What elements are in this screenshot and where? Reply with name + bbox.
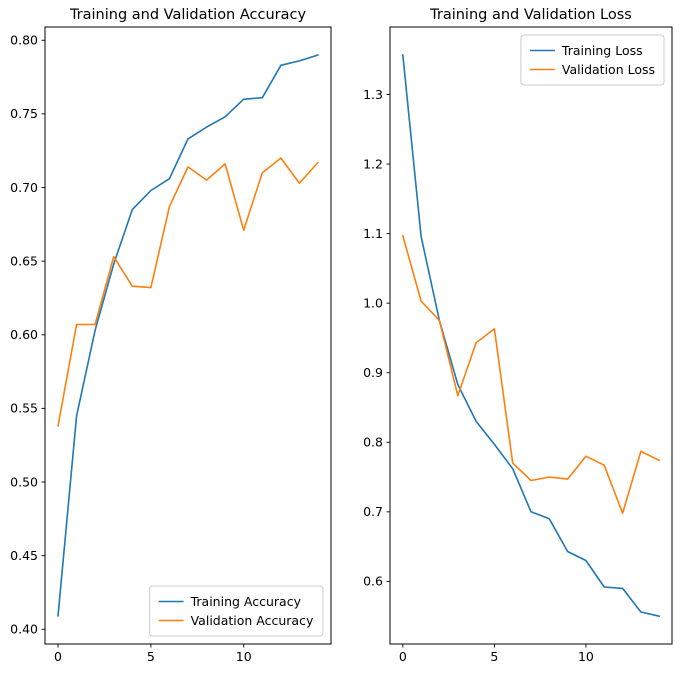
y-tick-label: 0.75 (10, 106, 38, 121)
y-tick-label: 1.2 (363, 156, 383, 171)
series-line-validation-accuracy (57, 157, 319, 427)
legend-label: Validation Accuracy (191, 613, 314, 628)
series-line-training-loss (401, 53, 661, 618)
y-tick-label: 0.80 (10, 33, 38, 48)
y-tick-label: 1.3 (363, 87, 383, 102)
chart-title-loss: Training and Validation Loss (430, 7, 632, 23)
x-tick-label: 0 (399, 649, 407, 664)
x-tick-label: 0 (54, 649, 62, 664)
legend-label: Training Accuracy (190, 594, 302, 609)
x-tick-label: 5 (490, 649, 498, 664)
y-tick-label: 0.50 (10, 474, 38, 489)
axes-0: 0.40 0.45 0.50 0.55 0.60 0.65 0.70 0.75 0.80 0 5 10… (10, 26, 332, 664)
y-tick-label: 0.45 (10, 548, 38, 563)
legend-frame (520, 34, 665, 86)
legend: Training Accuracy Validation Accuracy (149, 585, 324, 637)
legend: Training Loss Validation Loss (520, 34, 665, 86)
y-tick-label: 0.7 (363, 504, 383, 519)
axes-frame (389, 26, 673, 645)
x-tick-label: 10 (236, 649, 252, 664)
y-tick-label: 0.55 (10, 401, 38, 416)
y-tick-label: 0.9 (363, 365, 383, 380)
x-tick-label: 5 (147, 649, 155, 664)
y-tick-label: 0.6 (363, 574, 383, 589)
series-line-validation-loss (401, 234, 661, 515)
series-line-training-accuracy (57, 54, 319, 617)
y-tick-label: 0.8 (363, 435, 383, 450)
legend-label: Training Loss (561, 43, 643, 58)
legend-frame (149, 585, 324, 637)
y-tick-label: 1.1 (363, 226, 383, 241)
axes-1: 0.6 0.7 0.8 0.9 1.0 1.1 1.2 1.3 0 5 10 Training Los… (363, 26, 673, 664)
legend-label: Validation Loss (562, 62, 655, 77)
y-tick-label: 0.70 (10, 180, 38, 195)
y-tick-label: 0.60 (10, 327, 38, 342)
y-tick-label: 1.0 (363, 295, 383, 310)
x-tick-label: 10 (578, 649, 594, 664)
axes-frame (44, 26, 332, 645)
chart-title-accuracy: Training and Validation Accuracy (69, 7, 307, 23)
y-tick-label: 0.40 (10, 622, 38, 637)
y-tick-label: 0.65 (10, 253, 38, 268)
